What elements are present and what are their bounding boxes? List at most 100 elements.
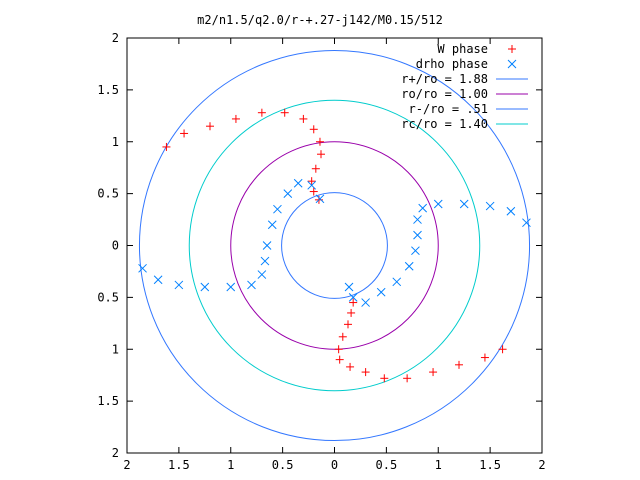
y-tick-label-1: 1.5 — [97, 394, 119, 408]
series-1-seg-0-point-6-d2 — [257, 270, 267, 279]
x-tick-label-3: 0.5 — [272, 458, 294, 472]
series-1-seg-1-point-4 — [433, 199, 443, 209]
series-1-seg-1-point-11 — [376, 287, 386, 297]
series-1-seg-0-point-14 — [315, 194, 325, 204]
series-1-seg-0-point-13 — [307, 180, 317, 190]
series-1-seg-0-point-1-d2 — [153, 275, 163, 285]
series-0-seg-1-point-8 — [335, 355, 344, 364]
series-1-seg-0-point-5-d2 — [247, 280, 256, 290]
series-0-seg-1-point-0 — [498, 345, 507, 354]
series-1-seg-0-point-0-d2 — [138, 263, 147, 273]
series-0-seg-0-point-5 — [280, 108, 289, 117]
series-1-seg-0-point-7 — [260, 256, 270, 266]
series-1-seg-1-point-7 — [413, 230, 422, 240]
x-tick-label-5: 0.5 — [376, 458, 398, 472]
series-0-seg-0-point-7 — [309, 125, 318, 134]
legend-marker-1 — [507, 59, 517, 69]
circle-0 — [138, 49, 531, 442]
series-1-seg-0-point-3 — [200, 282, 210, 292]
x-tick-label-2: 1 — [227, 458, 234, 472]
series-1-seg-1-point-10-d2 — [392, 277, 402, 287]
circle-3 — [188, 99, 481, 392]
series-0-seg-0-point-12 — [309, 187, 318, 196]
circle-2 — [281, 192, 388, 299]
series-1-seg-0-point-11-d2 — [283, 189, 293, 198]
series-0-seg-1-point-4 — [403, 374, 412, 383]
series-0-seg-0-point-11 — [307, 177, 316, 186]
series-1-seg-1-point-5-d2 — [418, 203, 428, 213]
series-1-seg-0-point-6 — [257, 270, 267, 279]
x-tick-label-4: 0 — [331, 458, 338, 472]
y-tick-label-5: 0.5 — [97, 187, 119, 201]
series-1-seg-1-point-2-d2 — [485, 201, 495, 211]
series-0-seg-1-point-3 — [429, 368, 438, 377]
x-tick-label-1: 1.5 — [168, 458, 190, 472]
legend-label-3: ro/ro = 1.00 — [401, 87, 488, 101]
series-0-seg-0-point-1 — [180, 129, 189, 138]
legend-marker-1-d2 — [507, 59, 517, 69]
series-1-seg-0-point-9 — [267, 220, 277, 230]
x-tick-label-6: 1 — [435, 458, 442, 472]
y-tick-label-7: 1.5 — [97, 83, 119, 97]
series-1-seg-1-point-3-d2 — [459, 199, 469, 209]
series-1-seg-0-point-3-d2 — [200, 282, 210, 292]
series-1-seg-0-point-0 — [138, 263, 147, 273]
series-1-seg-1-point-0-d2 — [522, 218, 531, 228]
series-1-seg-1-point-7-d2 — [413, 230, 422, 240]
series-1-seg-1-point-12 — [361, 298, 370, 307]
series-1-seg-0-point-4-d2 — [226, 282, 236, 292]
series-1-seg-0-point-12-d2 — [293, 178, 303, 188]
x-tick-label-7: 1.5 — [479, 458, 501, 472]
series-0-seg-0-point-6 — [299, 114, 308, 123]
series-1-seg-1-point-1-d2 — [506, 206, 516, 216]
legend-label-5: rc/ro = 1.40 — [401, 117, 488, 131]
series-1-seg-1-point-1 — [506, 206, 516, 216]
legend-label-2: r+/ro = 1.88 — [401, 72, 488, 86]
legend-label-1: drho phase — [416, 57, 488, 71]
reference-circles — [138, 49, 531, 442]
series-1-seg-1-point-13-d2 — [348, 293, 358, 302]
series-0-seg-0-point-8 — [315, 137, 324, 146]
series-1-seg-1-point-6-d2 — [413, 215, 422, 224]
series-1-seg-0-point-5 — [247, 280, 256, 290]
series-1-seg-0-point-4 — [226, 282, 236, 292]
series-1-seg-0-point-8 — [262, 241, 272, 250]
series-1-seg-0-point-10-d2 — [273, 204, 282, 214]
chart-title: m2/n1.5/q2.0/r-+.27-j142/M0.15/512 — [197, 13, 443, 27]
series-0-seg-0-point-9 — [317, 150, 326, 159]
y-tick-label-6: 1 — [112, 135, 119, 149]
series-0-seg-0-point-4 — [257, 108, 266, 117]
series-0-seg-1-point-5 — [380, 374, 389, 383]
series-1-seg-1-point-4-d2 — [433, 199, 443, 209]
series-1-seg-0-point-7-d2 — [260, 256, 270, 266]
series-1-seg-1-point-9-d2 — [404, 261, 414, 271]
y-tick-label-3: 0.5 — [97, 290, 119, 304]
series-0-seg-1-point-11 — [343, 320, 352, 329]
series-1-seg-0-point-2-d2 — [174, 280, 184, 290]
series-0-seg-1-point-9 — [334, 345, 343, 354]
series-1-seg-1-point-9 — [404, 261, 414, 271]
series-1-seg-1-point-8 — [411, 246, 420, 256]
series-1-seg-0-point-11 — [283, 189, 293, 198]
series-1-seg-1-point-13 — [348, 293, 358, 302]
axis-ticks: 2 1.5 1 0.5 0 0.5 1 1.5 221.510.500.511.52 — [97, 31, 545, 472]
series-1-seg-0-point-13-d2 — [307, 180, 317, 190]
series-0-seg-1-point-13 — [349, 298, 358, 307]
series-1-seg-1-point-8-d2 — [411, 246, 420, 256]
series-1-seg-1-point-10 — [392, 277, 402, 287]
series-1-seg-0-point-10 — [273, 204, 282, 214]
series-0-seg-0-point-2 — [206, 122, 214, 131]
series-0-seg-1-point-12 — [347, 308, 356, 317]
series-1-seg-1-point-14-d2 — [344, 282, 354, 292]
series-0-seg-0-point-10 — [311, 164, 320, 173]
data-series — [138, 108, 531, 383]
series-0-seg-1-point-10 — [338, 332, 347, 341]
series-1-seg-1-point-14 — [344, 282, 354, 292]
y-tick-label-4: 0 — [112, 239, 119, 253]
x-tick-label-0: 2 — [123, 458, 130, 472]
series-0-seg-0-point-0 — [162, 142, 171, 151]
series-1-seg-0-point-1 — [153, 275, 163, 285]
series-1-seg-1-point-12-d2 — [361, 298, 370, 307]
